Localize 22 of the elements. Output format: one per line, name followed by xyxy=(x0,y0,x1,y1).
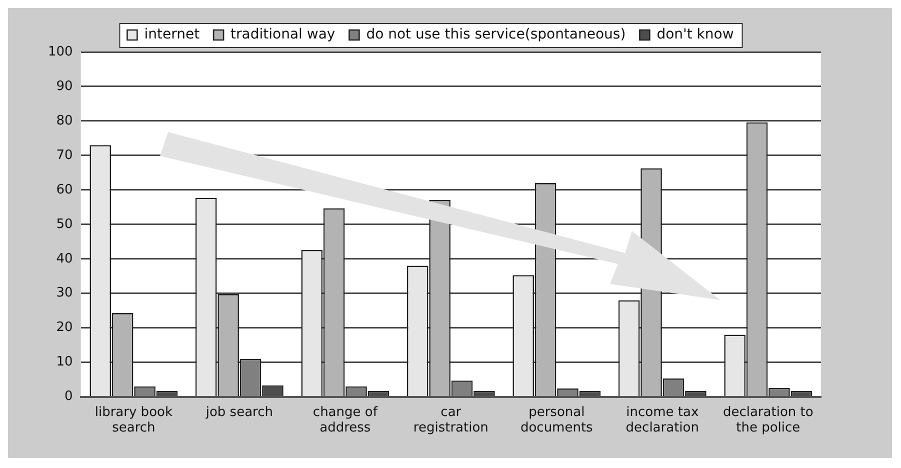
y-tick-label: 70 xyxy=(56,148,73,163)
x-tick-label: library book search xyxy=(94,404,173,436)
y-tick-label: 0 xyxy=(64,389,73,404)
y-tick-label: 80 xyxy=(56,113,73,128)
y-tick-label: 10 xyxy=(56,354,73,370)
y-tick-label: 50 xyxy=(56,216,73,232)
x-tick-label: change of address xyxy=(312,404,378,436)
x-tick-label: income tax declaration xyxy=(626,404,699,436)
x-tick-label: job search xyxy=(204,404,273,420)
legend-label: do not use this service(spontaneous) xyxy=(366,26,626,43)
legend-label: traditional way xyxy=(230,26,336,43)
y-tick-label: 40 xyxy=(56,251,73,266)
legend-label: internet xyxy=(144,26,200,43)
legend-label: don't know xyxy=(656,26,734,43)
y-tick-label: 20 xyxy=(56,320,73,336)
x-tick-label: car registration xyxy=(413,404,488,436)
x-tick-label: declaration to the police xyxy=(722,404,814,436)
y-tick-label: 60 xyxy=(56,182,73,198)
y-tick-label: 30 xyxy=(56,286,73,301)
y-tick-label: 100 xyxy=(48,44,73,60)
x-tick-label: personal documents xyxy=(520,404,594,436)
y-tick-label: 90 xyxy=(56,78,73,94)
